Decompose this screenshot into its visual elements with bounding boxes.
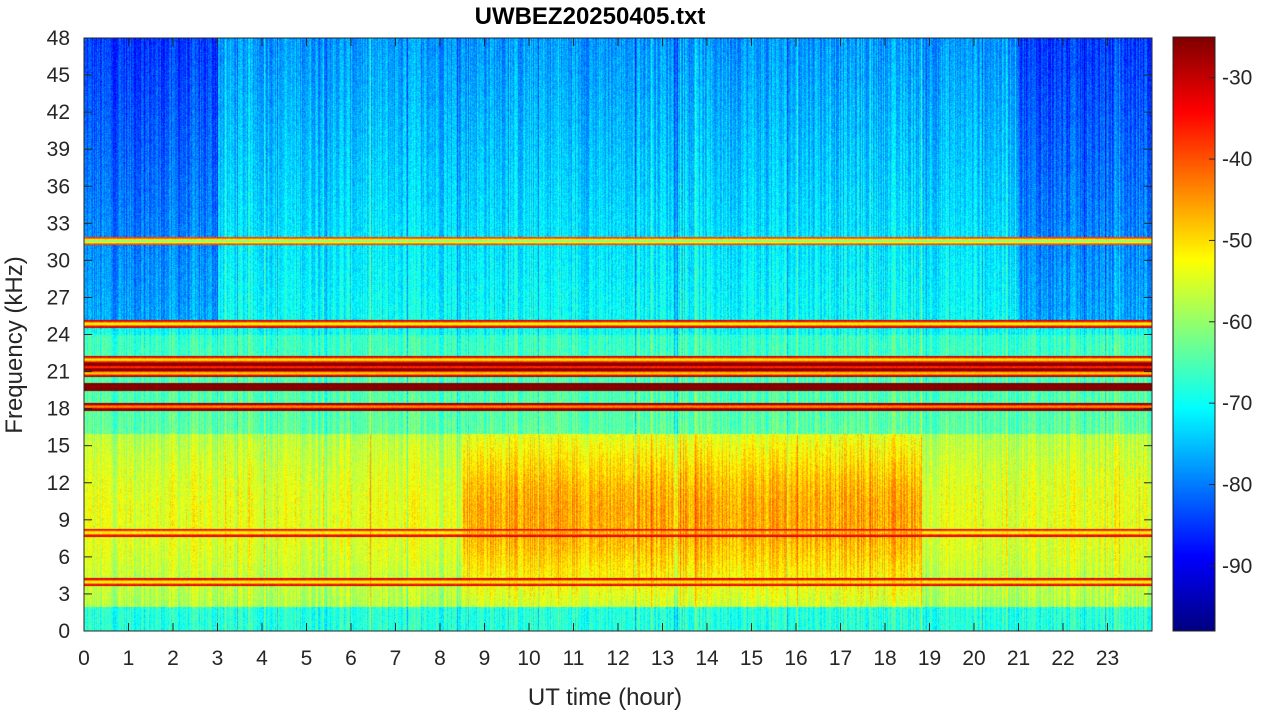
spectrogram-heatmap [84,38,1152,631]
colorbar-ticks: -30 -40 -50 -60 -70 -80 -90 [1209,67,1252,578]
x-tick-label: 10 [517,647,540,670]
y-tick-label: 33 [47,212,70,235]
x-tick-label: 21 [1007,647,1030,670]
x-tick-label: 17 [829,647,852,670]
x-axis-label: UT time (hour) [528,684,682,711]
x-tick-label: 0 [78,647,90,670]
x-axis: 0 1 2 3 4 5 6 7 8 9 10 11 12 13 14 15 16 17 18 19 20 21 22 23 [78,38,1119,670]
y-tick-label: 27 [47,286,70,309]
chart-title: UWBEZ20250405.txt [475,3,706,30]
y-tick-label: 30 [47,249,70,272]
y-tick-label: 36 [47,175,70,198]
x-tick-label: 9 [479,647,491,670]
colorbar-tick-label: -40 [1222,148,1252,171]
y-tick-label: 0 [58,620,70,643]
colorbar-tick-label: -30 [1222,67,1252,90]
x-tick-label: 7 [390,647,402,670]
x-tick-label: 8 [434,647,446,670]
y-tick-label: 45 [47,64,70,87]
colorbar-tick-label: -50 [1222,229,1252,252]
x-tick-label: 3 [212,647,224,670]
x-tick-label: 12 [606,647,629,670]
y-tick-label: 12 [47,472,70,495]
spectrogram-plot-area [83,37,1153,632]
y-tick-label: 3 [58,583,70,606]
y-tick-label: 39 [47,138,70,161]
colorbar: -30 -40 -50 -60 -70 -80 -90 [1172,36,1252,632]
colorbar-gradient [1173,37,1215,631]
x-tick-label: 14 [695,647,719,670]
x-tick-label: 22 [1051,647,1074,670]
colorbar-tick-label: -80 [1222,474,1252,497]
colorbar-frame [1172,36,1216,632]
x-tick-label: 18 [873,647,896,670]
x-tick-label: 19 [918,647,941,670]
x-tick-label: 1 [123,647,135,670]
colorbar-tick-label: -70 [1222,392,1252,415]
x-tick-label: 2 [167,647,179,670]
x-tick-label: 6 [345,647,357,670]
x-tick-label: 4 [256,647,268,670]
y-axis-label: Frequency (kHz) [1,256,28,433]
x-tick-label: 5 [301,647,313,670]
colorbar-tick-label: -90 [1222,555,1252,578]
y-tick-label: 9 [58,509,70,532]
x-tick-label: 11 [563,647,585,670]
x-tick-label: 16 [784,647,807,670]
x-tick-label: 23 [1096,647,1119,670]
y-tick-label: 24 [47,324,71,347]
y-tick-label: 6 [58,546,70,569]
y-tick-label: 15 [47,435,70,458]
x-tick-label: 13 [651,647,674,670]
colorbar-tick-label: -60 [1222,311,1252,334]
y-tick-label: 18 [47,398,70,421]
x-tick-label: 20 [962,647,985,670]
y-tick-label: 21 [47,361,70,384]
y-tick-label: 42 [47,101,70,124]
x-tick-label: 15 [740,647,763,670]
y-tick-label: 48 [47,27,70,50]
